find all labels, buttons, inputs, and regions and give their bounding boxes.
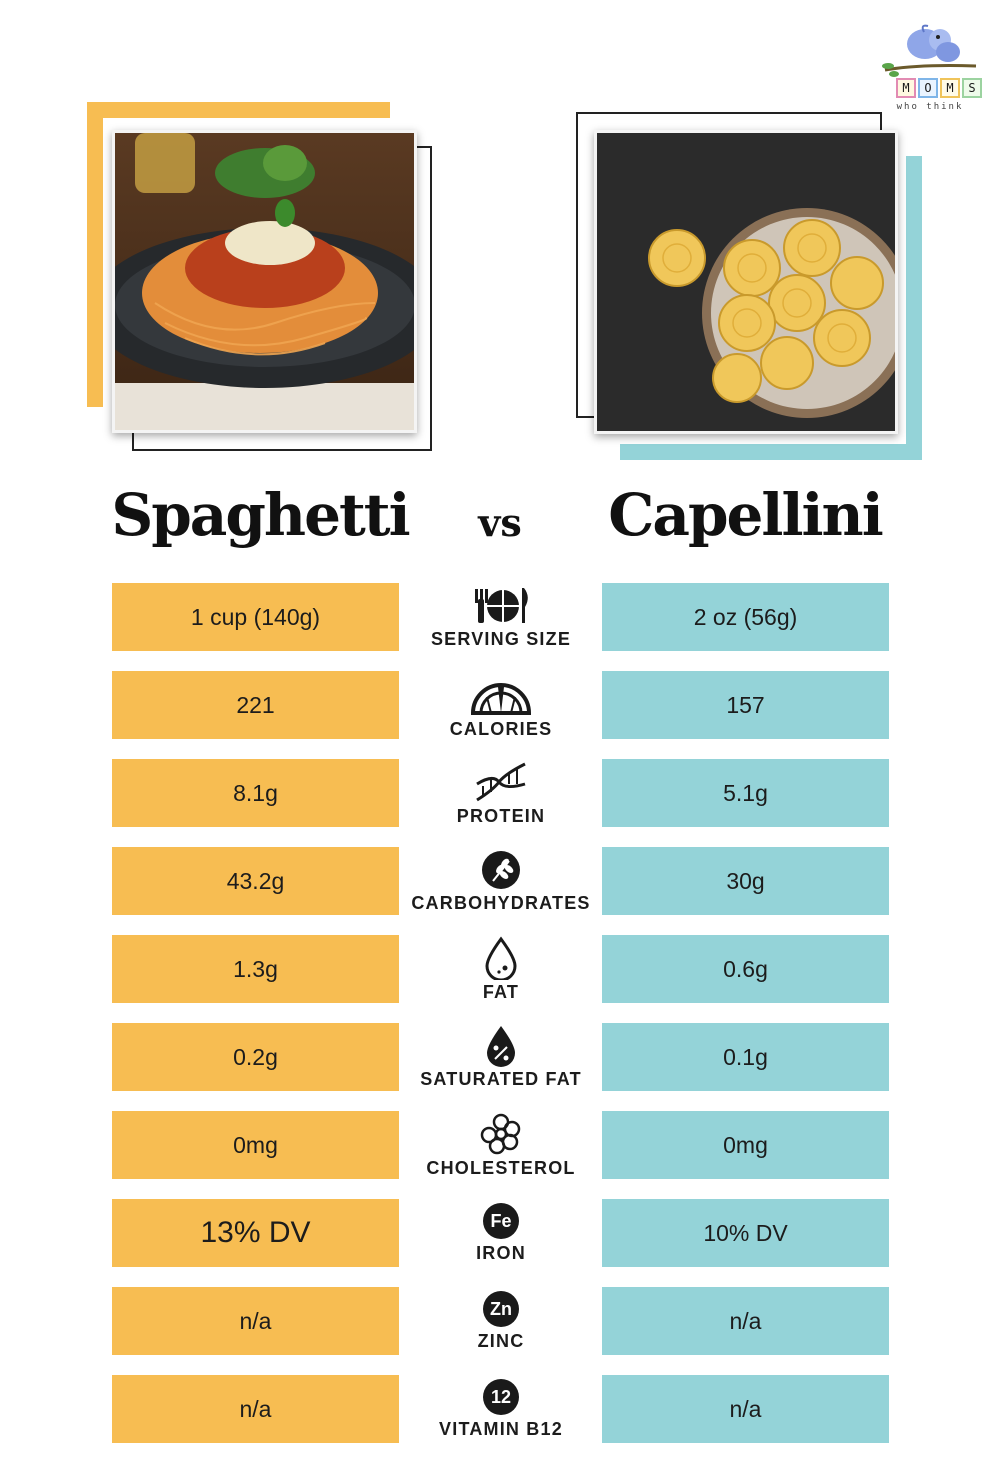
droplet-percent-icon: [487, 1026, 515, 1067]
gauge-icon: [470, 683, 532, 715]
left-photo-frame-accent: [87, 102, 390, 407]
nutrient-label: PROTEIN: [456, 806, 546, 826]
right-value-saturated-fat: 0.1g: [602, 1023, 889, 1091]
nutrient-cholesterol: CHOLESTEROL: [410, 1112, 592, 1200]
nutrient-calories: CALORIES: [410, 673, 592, 761]
logo-tagline: who think: [896, 102, 964, 112]
left-value-zinc: n/a: [112, 1287, 399, 1355]
capellini-photo: [594, 130, 898, 434]
nutrient-iron: Fe IRON: [410, 1203, 592, 1291]
nutrient-vitamin-b12: 12 VITAMIN B12: [410, 1379, 592, 1467]
left-value-serving-size: 1 cup (140g): [112, 583, 399, 651]
wheat-icon: [482, 851, 520, 889]
bird-logo-icon: [882, 24, 977, 77]
right-value-serving-size: 2 oz (56g): [602, 583, 889, 651]
right-value-iron: 10% DV: [602, 1199, 889, 1267]
nutrient-carbohydrates: CARBOHYDRATES: [410, 849, 592, 937]
nutrient-label: FAT: [482, 982, 520, 1002]
left-value-carbohydrates: 43.2g: [112, 847, 399, 915]
nutrient-label: CHOLESTEROL: [426, 1158, 576, 1178]
spaghetti-photo: [112, 130, 417, 433]
left-value-vitamin-b12: n/a: [112, 1375, 399, 1443]
dna-icon: [476, 762, 526, 802]
right-value-calories: 157: [602, 671, 889, 739]
right-value-zinc: n/a: [602, 1287, 889, 1355]
nutrient-label: VITAMIN B12: [439, 1419, 563, 1439]
left-value-calories: 221: [112, 671, 399, 739]
right-value-vitamin-b12: n/a: [602, 1375, 889, 1443]
nutrient-protein: PROTEIN: [410, 760, 592, 848]
vitamin-b12-icon: 12: [483, 1379, 519, 1415]
nutrient-serving-size: SERVING SIZE: [410, 585, 592, 673]
droplet-icon: [485, 936, 517, 980]
right-value-cholesterol: 0mg: [602, 1111, 889, 1179]
right-food-title: Capellini: [608, 481, 884, 549]
left-value-fat: 1.3g: [112, 935, 399, 1003]
right-photo-frame-accent: [620, 156, 922, 460]
logo-letter: M: [940, 78, 960, 98]
iron-icon: Fe: [483, 1203, 519, 1239]
nutrient-label: SERVING SIZE: [430, 629, 572, 649]
left-value-cholesterol: 0mg: [112, 1111, 399, 1179]
right-value-carbohydrates: 30g: [602, 847, 889, 915]
nutrient-saturated-fat: SATURATED FAT: [410, 1023, 592, 1111]
moms-who-think-logo: M O M S who think: [880, 22, 982, 114]
zinc-icon: Zn: [483, 1291, 519, 1327]
nutrient-label: ZINC: [477, 1331, 525, 1351]
logo-letter: O: [918, 78, 938, 98]
nutrient-label: IRON: [476, 1243, 526, 1263]
nutrient-fat: FAT: [410, 936, 592, 1024]
left-food-title: Spaghetti: [111, 481, 410, 549]
left-value-protein: 8.1g: [112, 759, 399, 827]
nutrient-zinc: Zn ZINC: [410, 1291, 592, 1379]
left-value-iron: 13% DV: [112, 1199, 399, 1267]
logo-letter: S: [962, 78, 982, 98]
nutrient-label: CALORIES: [449, 719, 553, 739]
left-value-saturated-fat: 0.2g: [112, 1023, 399, 1091]
vs-label: vs: [478, 500, 522, 545]
nutrient-label: CARBOHYDRATES: [411, 893, 591, 913]
right-value-protein: 5.1g: [602, 759, 889, 827]
cholesterol-icon: [480, 1113, 521, 1155]
logo-letter: M: [896, 78, 916, 98]
plate-cutlery-icon: [475, 588, 528, 623]
nutrient-label: SATURATED FAT: [420, 1069, 582, 1089]
right-value-fat: 0.6g: [602, 935, 889, 1003]
